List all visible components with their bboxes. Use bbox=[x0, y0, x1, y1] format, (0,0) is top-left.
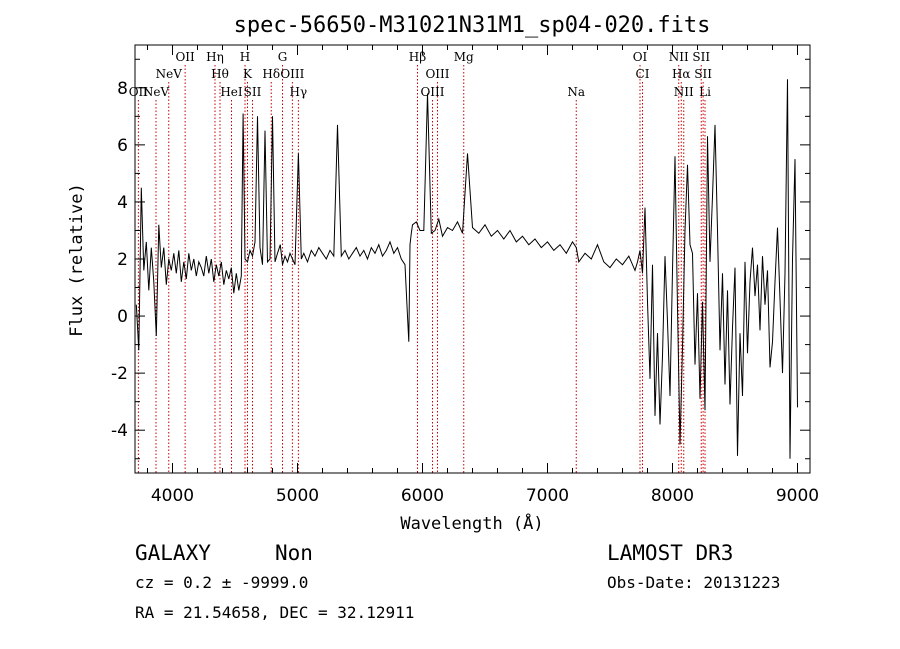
x-tick-label: 7000 bbox=[526, 486, 569, 506]
emission-line-label: OIII bbox=[280, 67, 304, 81]
y-axis-ticks: -4 -2 0 2 4 6 8 bbox=[111, 58, 810, 460]
y-tick-label: 8 bbox=[117, 79, 128, 99]
emission-line-label: NII bbox=[674, 85, 694, 99]
emission-line-label: Hδ bbox=[262, 67, 280, 81]
emission-line-label: OII bbox=[175, 50, 195, 64]
object-class: GALAXY bbox=[135, 541, 211, 565]
emission-line-label: OIII bbox=[420, 85, 444, 99]
chart-title: spec-56650-M31021N31M1_sp04-020.fits bbox=[234, 13, 711, 38]
emission-line-label: SII bbox=[244, 85, 262, 99]
redshift-value: cz = 0.2 ± -9999.0 bbox=[135, 573, 308, 592]
emission-line-label: OIII bbox=[425, 67, 449, 81]
x-tick-label: 4000 bbox=[151, 486, 194, 506]
emission-line-label: OII bbox=[129, 85, 149, 99]
emission-line-label: G bbox=[278, 50, 288, 64]
emission-line-label: Hγ bbox=[290, 85, 308, 99]
x-tick-label: 9000 bbox=[776, 486, 819, 506]
emission-line-label: NeV bbox=[143, 85, 170, 99]
object-subclass: Non bbox=[275, 541, 313, 565]
y-tick-label: -2 bbox=[111, 364, 128, 384]
y-axis-label: Flux (relative) bbox=[67, 183, 87, 337]
y-tick-label: 0 bbox=[117, 307, 128, 327]
emission-line-label: Hη bbox=[206, 50, 224, 64]
observation-date: Obs-Date: 20131223 bbox=[607, 573, 780, 592]
x-tick-label: 8000 bbox=[651, 486, 694, 506]
emission-line-label: NII bbox=[669, 50, 689, 64]
plot-frame bbox=[134, 44, 811, 474]
y-tick-label: 6 bbox=[117, 136, 128, 156]
emission-line-label: SII bbox=[692, 50, 710, 64]
x-tick-label: 6000 bbox=[401, 486, 444, 506]
emission-line-label: HeI bbox=[220, 85, 243, 99]
emission-line-label: H bbox=[240, 50, 250, 64]
emission-line-label: NeV bbox=[156, 67, 183, 81]
emission-line-label: CI bbox=[636, 67, 650, 81]
y-tick-label: -4 bbox=[111, 421, 128, 441]
x-axis-ticks: 4000 5000 6000 7000 8000 9000 bbox=[147, 45, 819, 506]
survey-name: LAMOST DR3 bbox=[607, 541, 733, 565]
emission-line-label: Hθ bbox=[211, 67, 229, 81]
x-tick-label: 5000 bbox=[276, 486, 319, 506]
emission-line-label: Na bbox=[567, 85, 585, 99]
emission-line-label: Hβ bbox=[409, 50, 426, 64]
x-axis-label: Wavelength (Å) bbox=[400, 512, 543, 534]
spectrum-line bbox=[135, 79, 798, 459]
emission-line-label: Li bbox=[699, 85, 711, 99]
emission-line-label: OI bbox=[633, 50, 648, 64]
coordinates: RA = 21.54658, DEC = 32.12911 bbox=[135, 603, 414, 622]
emission-line-label: Hα bbox=[672, 67, 691, 81]
emission-line-label: Mg bbox=[454, 50, 474, 64]
y-tick-label: 2 bbox=[117, 250, 128, 270]
y-tick-label: 4 bbox=[117, 193, 128, 213]
emission-lines bbox=[137, 65, 706, 473]
emission-line-label: SII bbox=[694, 67, 712, 81]
emission-line-label: K bbox=[243, 67, 253, 81]
